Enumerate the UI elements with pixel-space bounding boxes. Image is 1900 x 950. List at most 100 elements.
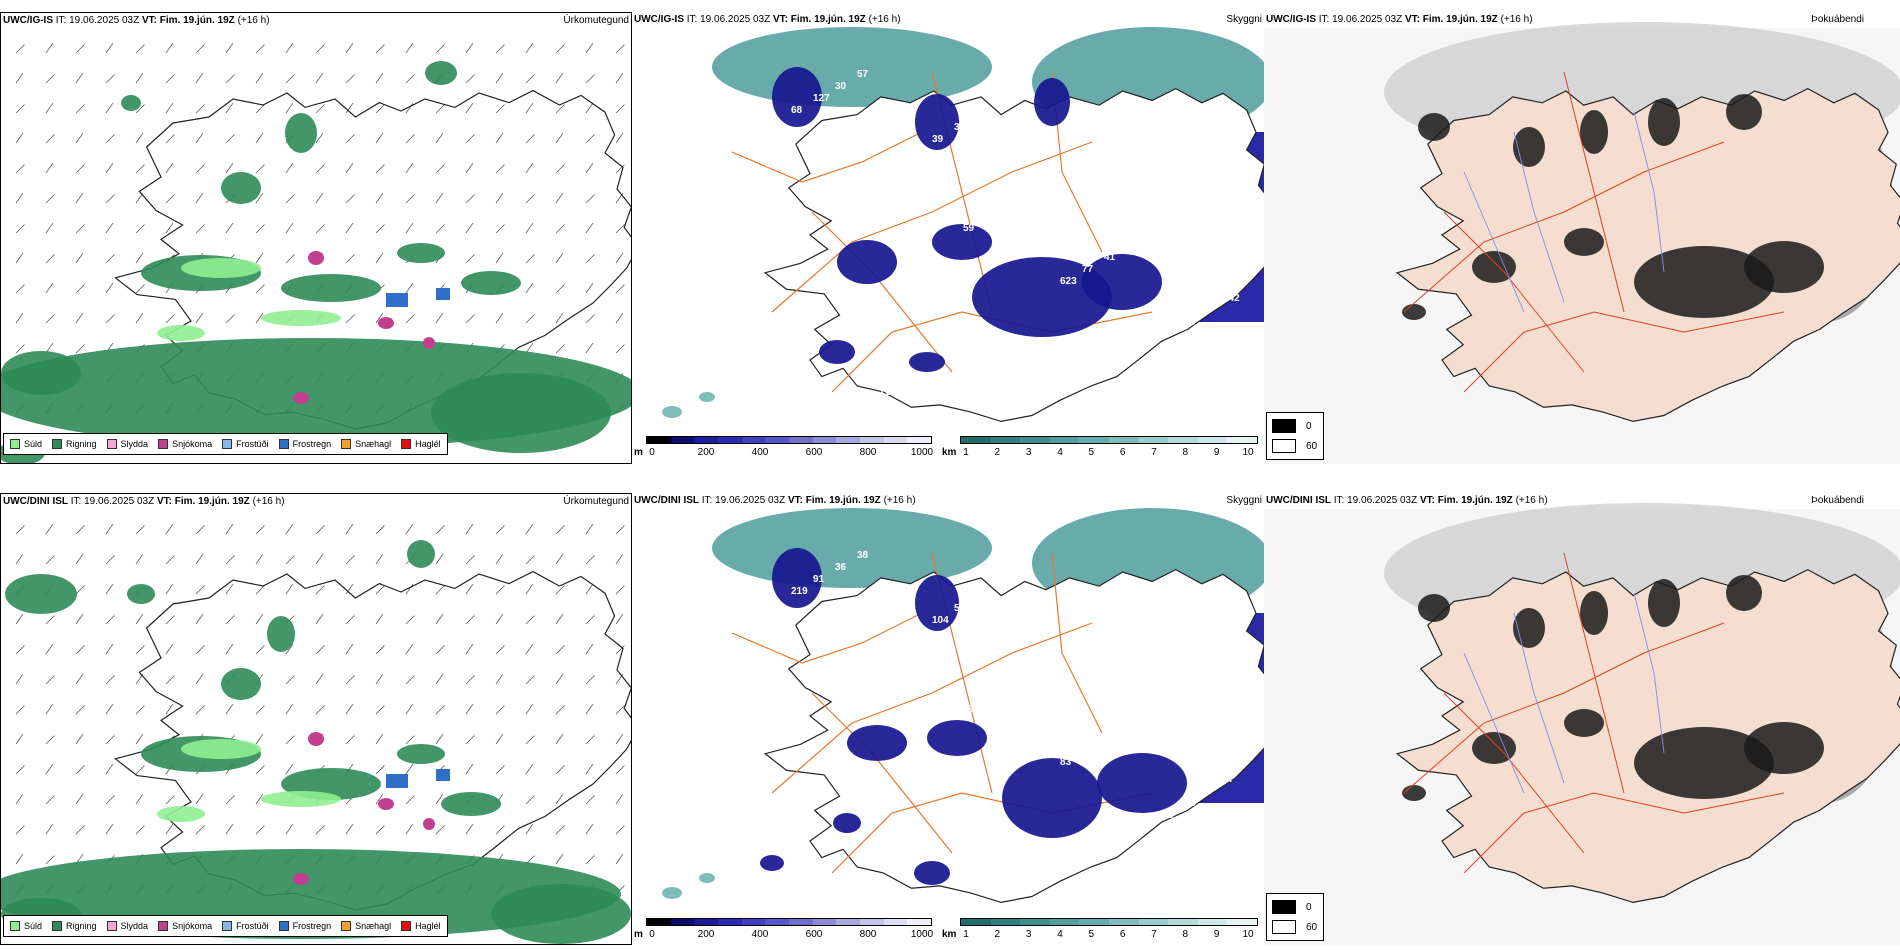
rain-area bbox=[431, 373, 611, 453]
cloud-height-label: 39 bbox=[932, 134, 944, 145]
wind-barb bbox=[405, 703, 414, 715]
colorbar-bin bbox=[860, 919, 884, 925]
cloud-height-label: 89 bbox=[963, 704, 975, 715]
cloud-height-label: 65 bbox=[1051, 175, 1063, 186]
freezing-rain-area bbox=[436, 288, 450, 300]
wind-barb bbox=[585, 763, 594, 775]
fog-map-canvas bbox=[1264, 22, 1900, 464]
precip-type-map-row1: UWC/IG-IS IT: 19.06.2025 03Z VT: Fim. 19… bbox=[0, 12, 632, 464]
snow-area bbox=[308, 732, 324, 746]
precip-type-map-row2: UWC/DINI ISL IT: 19.06.2025 03Z VT: Fim.… bbox=[0, 493, 632, 945]
wind-barb bbox=[525, 763, 534, 775]
fog-legend-label: 60 bbox=[1306, 921, 1318, 933]
colorbar-bin bbox=[765, 437, 790, 443]
wind-barb bbox=[75, 284, 85, 294]
wind-barb bbox=[75, 645, 85, 655]
colorbar-tick-label: 8 bbox=[1182, 447, 1189, 458]
wind-barb bbox=[45, 314, 55, 324]
precip-areas bbox=[1, 540, 631, 944]
wind-barb bbox=[435, 733, 444, 745]
wind-barb bbox=[615, 853, 624, 865]
colorbar-bin bbox=[741, 437, 766, 443]
colorbar-tick-label: 5 bbox=[1088, 929, 1095, 940]
wind-barb bbox=[45, 134, 55, 144]
cloud-height-label: 623 bbox=[1060, 276, 1077, 287]
wind-barb bbox=[225, 222, 234, 234]
legend-item: Frostregn bbox=[278, 439, 332, 449]
cloud-height-label: 91 bbox=[813, 574, 825, 585]
cloud-height-label: 41 bbox=[1104, 252, 1116, 263]
wind-barb bbox=[555, 192, 564, 204]
wind-barb bbox=[255, 733, 264, 745]
wind-barb bbox=[555, 525, 565, 535]
wind-barb bbox=[435, 525, 445, 535]
road bbox=[1463, 311, 1785, 393]
colorbar-bin bbox=[1138, 437, 1169, 443]
visibility-colorbar: km 1 2 3 4 5 6 7 8 9 10 bbox=[942, 918, 1260, 942]
colorbar-tick-label: 9 bbox=[1213, 929, 1220, 940]
legend-label: Slydda bbox=[120, 439, 149, 449]
wind-barb bbox=[285, 583, 294, 595]
fog-dark-area bbox=[1648, 98, 1680, 146]
wind-barb bbox=[495, 104, 505, 114]
legend-item: Frostúði bbox=[222, 921, 269, 931]
wind-barb bbox=[465, 523, 474, 535]
wind-barb bbox=[285, 222, 294, 234]
wind-barb bbox=[255, 44, 265, 54]
river bbox=[1513, 131, 1565, 303]
low-cloud-area bbox=[927, 720, 987, 756]
low-visibility-area bbox=[662, 887, 682, 899]
wind-barb bbox=[555, 733, 564, 745]
wind-barb bbox=[315, 104, 325, 114]
legend-label: Frostregn bbox=[292, 439, 332, 449]
colorbar-tick-label: 6 bbox=[1119, 929, 1126, 940]
cloud-height-label: 87 bbox=[782, 334, 794, 345]
wind-barb bbox=[45, 555, 55, 565]
wind-barb bbox=[375, 104, 385, 114]
wind-barb bbox=[525, 523, 534, 535]
coastline bbox=[763, 568, 1264, 904]
legend-swatch bbox=[10, 439, 20, 449]
rain-area bbox=[127, 584, 155, 604]
wind-barb bbox=[525, 583, 534, 595]
cloud-height-label: 79 bbox=[1007, 680, 1019, 691]
legend-swatch bbox=[278, 921, 289, 931]
wind-barb bbox=[585, 102, 594, 114]
wind-barb bbox=[255, 793, 264, 805]
legend-label: Haglél bbox=[415, 921, 441, 931]
wind-barb bbox=[225, 823, 234, 835]
wind-barb bbox=[255, 132, 264, 144]
cloud-height-labels: 39 64 71 59 623 72 65 68 57 97 77 109 98 127 71 90 41 40 3… bbox=[672, 64, 1240, 398]
cloud-height-label: 48 bbox=[707, 269, 719, 280]
wind-barb bbox=[555, 72, 564, 84]
wind-barb bbox=[615, 765, 625, 775]
wind-barb bbox=[165, 823, 174, 835]
wind-barb bbox=[615, 793, 624, 805]
cloud-height-label: 219 bbox=[791, 586, 808, 597]
wind-barb bbox=[615, 645, 625, 655]
legend-swatch bbox=[278, 439, 289, 449]
wind-barb bbox=[375, 164, 385, 174]
wind-barb bbox=[195, 224, 205, 234]
wind-barb bbox=[225, 102, 234, 114]
colorbar-tick-label: 600 bbox=[805, 929, 823, 940]
legend-item: Frostregn bbox=[278, 921, 331, 931]
cloud-height-label: 38 bbox=[1170, 216, 1182, 227]
colorbar-bin bbox=[1168, 919, 1198, 925]
wind-barb bbox=[285, 194, 295, 204]
low-cloud-area bbox=[1082, 254, 1162, 310]
colorbar-tick-label: 0 bbox=[649, 447, 655, 458]
low-visibility-area bbox=[662, 406, 682, 418]
wind-barb bbox=[105, 615, 115, 625]
wind-barb bbox=[15, 553, 24, 565]
wind-barb bbox=[525, 555, 535, 565]
wind-barb bbox=[105, 675, 115, 685]
colorbar-tick-label: 5 bbox=[1088, 447, 1095, 458]
cloud-base-colorbar: m 0 200 400 600 800 1000 bbox=[634, 918, 934, 942]
wind-barb bbox=[15, 192, 24, 204]
cloud-height-label: 31 bbox=[1029, 187, 1041, 198]
wind-barb bbox=[345, 583, 354, 595]
road bbox=[1403, 622, 1725, 794]
precip-type-legend: Súld Rigning Slydda Snjókoma Frostúði Frostre… bbox=[3, 915, 448, 937]
wind-barb bbox=[135, 284, 145, 294]
